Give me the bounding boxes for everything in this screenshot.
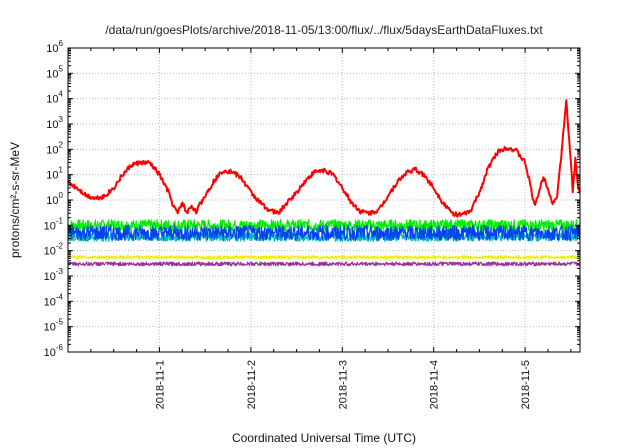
y-tick-label: 10-5: [44, 318, 64, 334]
y-tick-label: 10-6: [44, 343, 64, 359]
grid-lines: [68, 48, 580, 352]
y-tick-label: 10-2: [44, 242, 64, 258]
x-tick-label: 2018-11-1: [154, 360, 166, 409]
chart-title: /data/run/goesPlots/archive/2018-11-05/1…: [105, 23, 543, 37]
y-tick-label: 10-1: [44, 216, 64, 232]
y-tick-label: 100: [46, 191, 63, 207]
x-axis-label: Coordinated Universal Time (UTC): [232, 431, 416, 445]
y-tick-label: 104: [46, 90, 63, 106]
series-line-5: [67, 261, 581, 267]
x-tick-label: 2018-11-4: [429, 360, 441, 409]
y-axis-label: protons/cm²-s-sr-MeV: [8, 142, 22, 258]
y-tick-label: 101: [46, 166, 63, 182]
series-line-3: [67, 224, 581, 242]
x-tick-label: 2018-11-3: [337, 360, 349, 409]
y-tick-label: 103: [46, 115, 63, 131]
x-tick-label: 2018-11-5: [520, 360, 532, 409]
x-axis-ticks: 2018-11-1 2018-11-2 2018-11-3 2018-11-4 2018…: [90, 48, 572, 409]
data-series: [67, 99, 581, 267]
y-tick-label: 106: [46, 39, 63, 55]
y-axis-ticks: 10-6 10-5 10-4 10-3 10-2 10-1 100 101 102 103 104 1…: [44, 39, 580, 359]
y-tick-label: 105: [46, 64, 63, 80]
series-line-1: [67, 219, 581, 232]
x-tick-label: 2018-11-2: [246, 360, 258, 409]
y-tick-label: 10-3: [44, 267, 64, 283]
y-tick-label: 102: [46, 140, 63, 156]
series-line-4: [67, 255, 581, 260]
y-tick-label: 10-4: [44, 292, 64, 308]
series-line-0: [67, 99, 581, 218]
